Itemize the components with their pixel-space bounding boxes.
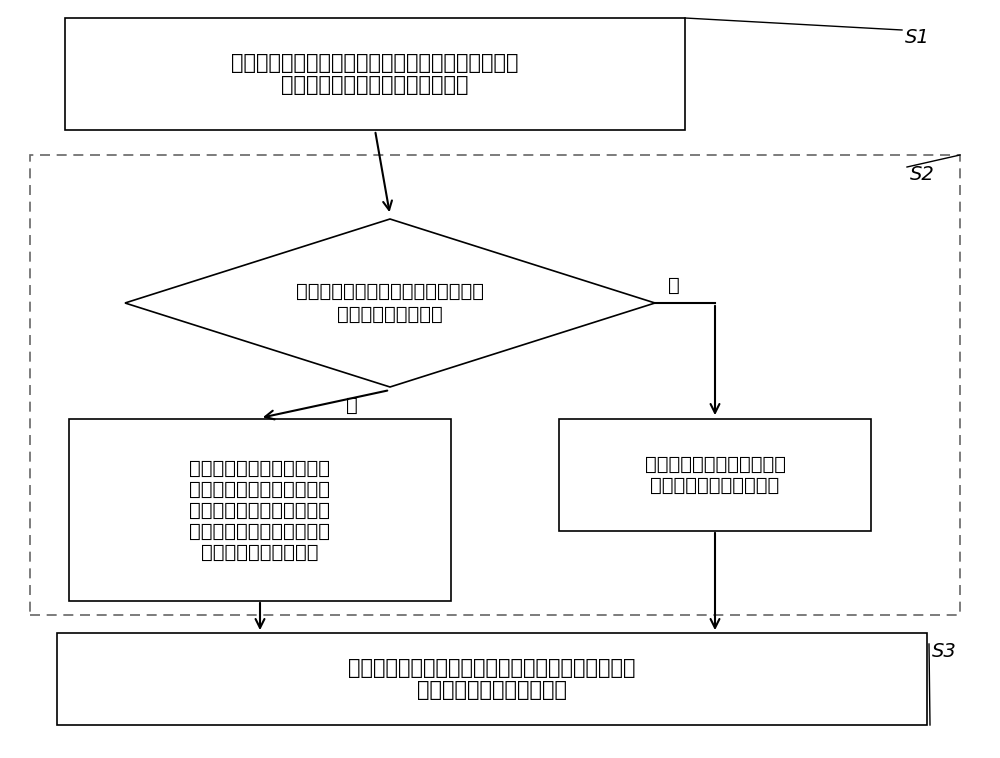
Text: 计时结束后行人过街信号灯: 计时结束后行人过街信号灯 — [190, 500, 330, 519]
Text: S2: S2 — [910, 165, 935, 184]
Text: 按照预设的行人过街绿灯延: 按照预设的行人过街绿灯延 — [644, 455, 786, 474]
Bar — [69, 419, 451, 601]
Bar — [57, 633, 927, 725]
Bar — [30, 155, 960, 615]
Text: 过街通道所需的时间: 过街通道所需的时间 — [337, 305, 443, 324]
Text: 的时长设置为等待时间，倒: 的时长设置为等待时间，倒 — [190, 480, 330, 499]
Bar — [559, 419, 871, 531]
Bar — [65, 18, 685, 130]
Polygon shape — [125, 219, 655, 387]
Text: 向的信号灯切换为绿灯: 向的信号灯切换为绿灯 — [201, 543, 319, 562]
Text: 切换为红灯，机动车通行方: 切换为红灯，机动车通行方 — [190, 522, 330, 540]
Text: 否: 否 — [346, 396, 358, 415]
Text: 将行人过街信号绿灯倒计时: 将行人过街信号绿灯倒计时 — [190, 459, 330, 478]
Text: S3: S3 — [932, 642, 957, 661]
Text: 判断等待时间是否大于行人通过行人: 判断等待时间是否大于行人通过行人 — [296, 282, 484, 301]
Text: 道至上游交叉路口路段的等待时间: 道至上游交叉路口路段的等待时间 — [281, 75, 469, 96]
Text: 机动车通行方向绿灯亮时，则按照预设的机动车绿灯: 机动车通行方向绿灯亮时，则按照预设的机动车绿灯 — [348, 658, 636, 678]
Text: S1: S1 — [905, 28, 930, 47]
Text: 迟时间控制信号灯的变化: 迟时间控制信号灯的变化 — [650, 476, 780, 495]
Text: 是: 是 — [668, 276, 680, 295]
Text: 延迟时间控制信号灯的变化: 延迟时间控制信号灯的变化 — [417, 680, 567, 700]
Text: 行人过街信号绿灯亮时，预测车辆排满该行人过街通: 行人过街信号绿灯亮时，预测车辆排满该行人过街通 — [231, 53, 519, 73]
